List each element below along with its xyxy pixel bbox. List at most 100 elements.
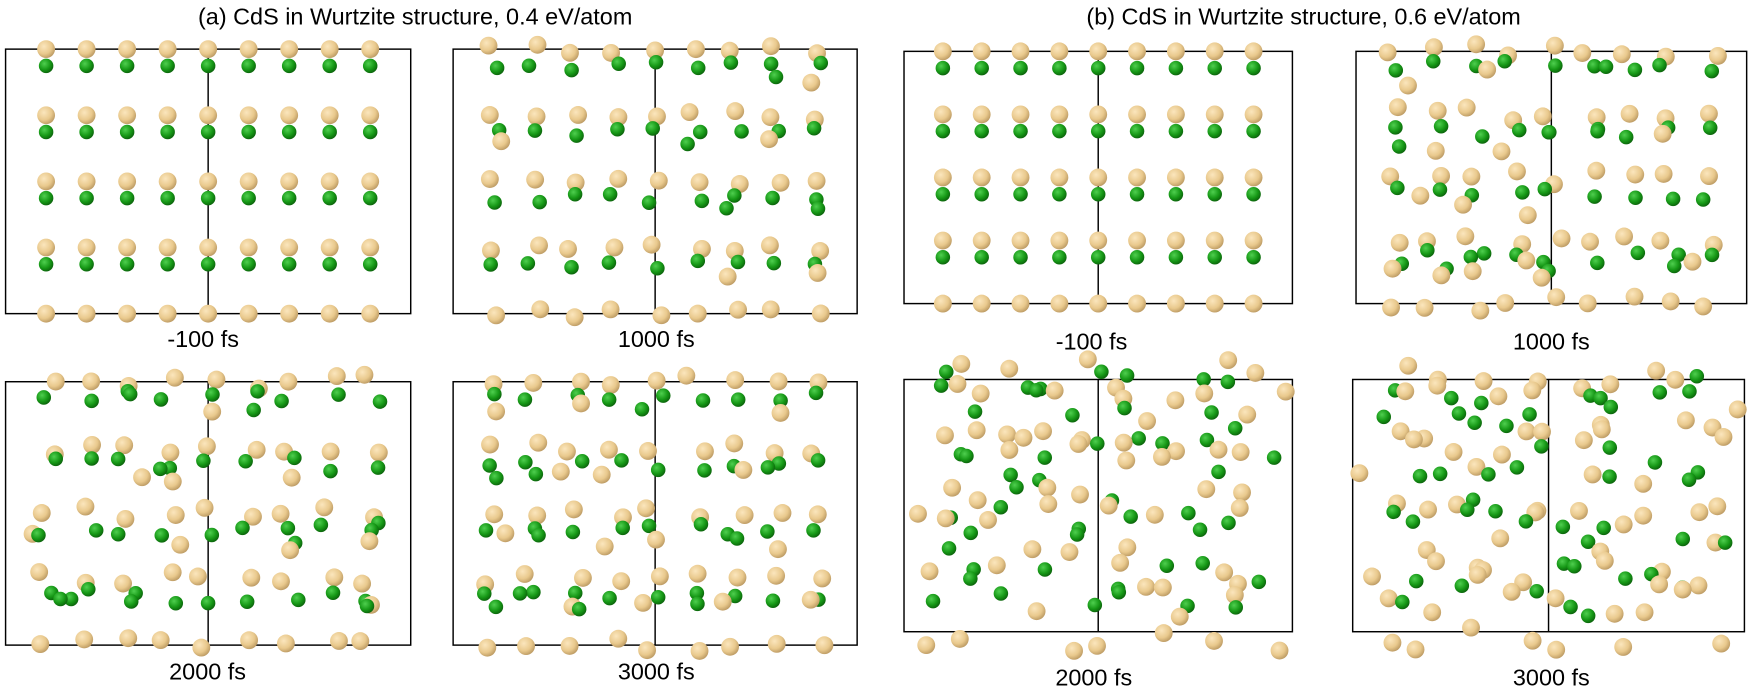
cd-atom bbox=[320, 304, 339, 323]
s-atom bbox=[1013, 60, 1028, 76]
cd-atom bbox=[239, 106, 258, 125]
s-atom bbox=[808, 385, 824, 401]
s-atom bbox=[939, 364, 954, 380]
cd-atom bbox=[972, 231, 991, 250]
cd-atom bbox=[1478, 60, 1497, 79]
s-atom bbox=[359, 598, 375, 614]
cd-atom bbox=[32, 504, 51, 522]
group-title: (b) CdS in Wurtzite structure, 0.6 eV/at… bbox=[1086, 4, 1520, 30]
s-atom bbox=[564, 259, 579, 275]
cd-atom bbox=[1244, 42, 1263, 61]
cd-atom bbox=[480, 106, 499, 124]
cd-atom bbox=[649, 171, 668, 190]
cd-atom bbox=[320, 40, 339, 59]
snapshot-label: -100 fs bbox=[1056, 328, 1128, 354]
cd-atom bbox=[725, 434, 744, 453]
cd-atom bbox=[158, 238, 177, 257]
cd-atom bbox=[1205, 168, 1224, 187]
s-atom bbox=[1548, 58, 1563, 73]
cd-atom bbox=[1493, 445, 1511, 464]
s-atom bbox=[1412, 468, 1428, 484]
s-atom bbox=[760, 460, 776, 475]
s-atom bbox=[200, 58, 216, 74]
cd-atom bbox=[713, 592, 732, 611]
s-atom bbox=[1087, 597, 1103, 613]
cd-atom bbox=[936, 426, 954, 445]
cd-atom bbox=[1428, 101, 1447, 120]
cd-atom bbox=[1428, 376, 1447, 395]
cd-atom bbox=[530, 236, 548, 255]
cd-atom bbox=[998, 425, 1017, 444]
cd-atom bbox=[1423, 603, 1442, 622]
s-atom bbox=[1119, 368, 1135, 383]
cd-atom bbox=[1205, 105, 1224, 124]
s-atom bbox=[993, 586, 1009, 601]
s-atom bbox=[1129, 250, 1145, 265]
cd-atom bbox=[1399, 76, 1417, 95]
cd-atom bbox=[1011, 294, 1030, 313]
s-atom bbox=[1580, 608, 1596, 624]
s-atom bbox=[483, 257, 498, 272]
cd-atom bbox=[1145, 505, 1164, 524]
cd-atom bbox=[1634, 506, 1653, 525]
cd-atom bbox=[909, 504, 927, 523]
s-atom bbox=[1476, 246, 1492, 261]
cd-atom bbox=[1523, 381, 1542, 400]
s-atom bbox=[322, 256, 337, 272]
s-atom bbox=[963, 571, 978, 586]
s-atom bbox=[611, 56, 626, 71]
cd-atom bbox=[158, 304, 177, 323]
cd-atom bbox=[761, 37, 780, 56]
snapshot-label: -100 fs bbox=[167, 326, 239, 352]
cd-atom bbox=[1205, 42, 1224, 61]
s-atom bbox=[1395, 594, 1410, 610]
cd-atom bbox=[1197, 480, 1216, 499]
cd-atom bbox=[1166, 168, 1185, 187]
cd-atom bbox=[1661, 292, 1680, 311]
s-atom bbox=[1627, 62, 1643, 78]
cd-atom bbox=[1708, 46, 1727, 65]
cd-atom bbox=[971, 384, 990, 403]
cd-atom bbox=[1419, 500, 1437, 519]
cd-atom bbox=[1233, 483, 1251, 502]
s-atom bbox=[1204, 405, 1219, 420]
s-atom bbox=[168, 596, 184, 611]
cd-atom bbox=[726, 102, 745, 121]
cd-atom bbox=[972, 294, 991, 313]
s-atom bbox=[1509, 460, 1525, 475]
cd-atom bbox=[1050, 105, 1069, 124]
s-atom bbox=[1433, 118, 1449, 134]
s-atom bbox=[36, 390, 52, 405]
s-atom bbox=[241, 190, 256, 206]
s-atom bbox=[1388, 63, 1404, 78]
cd-atom bbox=[166, 506, 185, 524]
cd-atom bbox=[1689, 576, 1708, 595]
s-atom bbox=[1603, 399, 1619, 415]
s-atom bbox=[601, 255, 617, 270]
s-atom bbox=[38, 256, 54, 272]
cd-atom bbox=[1128, 168, 1146, 187]
s-atom bbox=[48, 451, 63, 467]
s-atom bbox=[1537, 181, 1553, 197]
cd-atom bbox=[487, 306, 506, 325]
cd-atom bbox=[1153, 578, 1172, 597]
s-atom bbox=[200, 256, 216, 272]
s-atom bbox=[1432, 466, 1448, 482]
cd-atom bbox=[1462, 618, 1480, 637]
s-atom bbox=[690, 253, 706, 269]
s-atom bbox=[1475, 129, 1490, 144]
s-atom bbox=[614, 453, 629, 468]
snapshot-panel bbox=[452, 35, 858, 327]
s-atom bbox=[1131, 431, 1146, 446]
s-atom bbox=[119, 124, 135, 140]
cd-atom bbox=[77, 106, 96, 125]
cd-atom bbox=[771, 403, 790, 422]
cd-atom bbox=[116, 509, 135, 528]
s-atom bbox=[119, 190, 135, 206]
cd-atom bbox=[967, 421, 986, 440]
cd-atom bbox=[917, 636, 936, 655]
cd-atom bbox=[637, 499, 655, 518]
s-atom bbox=[362, 124, 378, 140]
snapshot-label: 3000 fs bbox=[1513, 664, 1590, 690]
